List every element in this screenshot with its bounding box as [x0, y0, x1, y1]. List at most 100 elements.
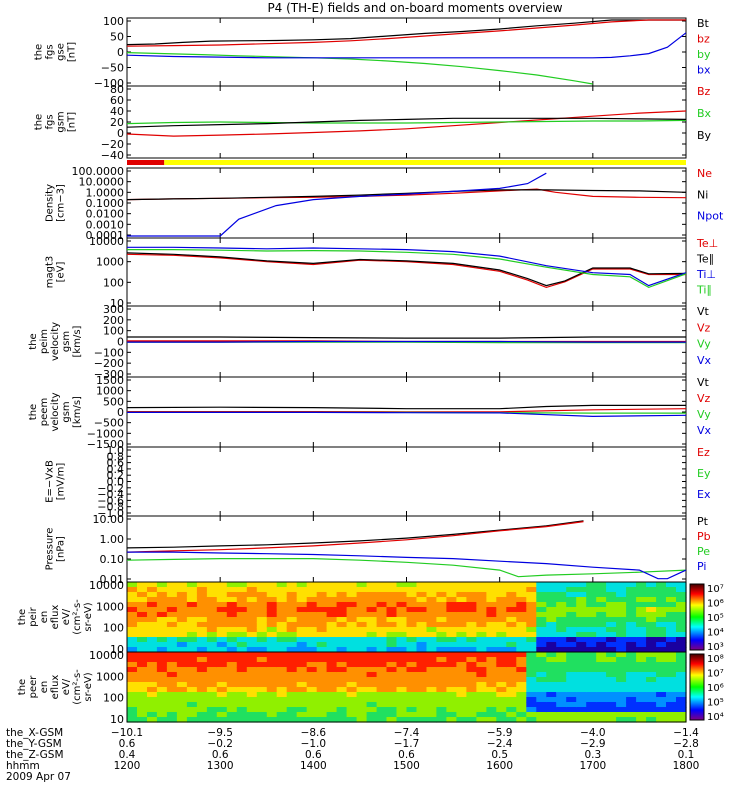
- spectrogram-cell: [266, 712, 278, 718]
- spectrogram-cell: [186, 712, 198, 718]
- spectrogram-cell: [576, 602, 587, 608]
- spectrogram-cell: [147, 592, 158, 598]
- spectrogram-cell: [356, 707, 368, 713]
- spectrogram-cell: [226, 622, 238, 628]
- spectrogram-cell: [676, 662, 687, 668]
- spectrogram-cell: [336, 587, 348, 593]
- spectrogram-cell: [416, 582, 428, 588]
- spectrogram-cell: [356, 662, 368, 668]
- spectrogram-cell: [586, 697, 597, 703]
- spectrogram-cell: [436, 617, 447, 623]
- spectrogram-cell: [406, 647, 418, 653]
- y-tick-label: 0: [117, 46, 124, 59]
- spectrogram-cell: [576, 682, 587, 688]
- spectrogram-cell: [626, 677, 637, 683]
- spectrogram-cell: [586, 717, 597, 723]
- spectrogram-cell: [436, 642, 447, 648]
- spectrogram-cell: [616, 667, 627, 673]
- spectrogram-cell: [606, 617, 617, 623]
- spectrogram-cell: [206, 687, 218, 693]
- spectrogram-cell: [246, 602, 258, 608]
- spectrogram-cell: [306, 627, 318, 633]
- spectrogram-cell: [486, 672, 497, 678]
- spectrogram-cell: [276, 647, 288, 653]
- spectrogram-cell: [316, 622, 328, 628]
- spectrogram-cell: [516, 592, 527, 598]
- spectrogram-cell: [356, 687, 368, 693]
- y-tick-label: −1500: [87, 438, 124, 451]
- spectrogram-cell: [616, 597, 627, 603]
- y-axis-label: peim: [39, 329, 50, 354]
- spectrogram-cell: [166, 652, 178, 658]
- spectrogram-cell: [496, 632, 507, 638]
- spectrogram-cell: [316, 682, 328, 688]
- spectrogram-cell: [596, 622, 607, 628]
- spectrogram-cell: [636, 602, 647, 608]
- spectrogram-cell: [536, 662, 547, 668]
- spectrogram-cell: [346, 702, 358, 708]
- spectrogram-cell: [526, 647, 537, 653]
- colorbar-tick-label: 10⁴: [707, 712, 724, 723]
- spectrogram-cell: [226, 582, 238, 588]
- spectrogram-cell: [246, 607, 258, 613]
- spectrogram-cell: [436, 602, 447, 608]
- spectrogram-cell: [176, 682, 188, 688]
- spectrogram-cell: [316, 702, 328, 708]
- spectrogram-cell: [456, 717, 467, 723]
- spectrogram-cell: [376, 627, 388, 633]
- spectrogram-cell: [346, 612, 358, 618]
- spectrogram-cell: [286, 652, 298, 658]
- spectrogram-cell: [336, 652, 348, 658]
- spectrogram-cell: [296, 622, 308, 628]
- spectrogram-cell: [246, 642, 258, 648]
- x-row-label: the_Z-GSM: [6, 749, 64, 761]
- spectrogram-cell: [416, 652, 428, 658]
- spectrogram-cell: [626, 627, 637, 633]
- spectrogram-cell: [646, 677, 657, 683]
- spectrogram-cell: [196, 592, 208, 598]
- spectrogram-cell: [676, 617, 687, 623]
- spectrogram-cell: [496, 707, 507, 713]
- spectrogram-cell: [666, 642, 677, 648]
- spectrogram-cell: [316, 587, 328, 593]
- y-tick-label: 0: [117, 406, 124, 419]
- spectrogram-cell: [246, 632, 258, 638]
- spectrogram-cell: [256, 652, 268, 658]
- spectrogram-cell: [476, 682, 487, 688]
- spectrogram-cell: [496, 587, 507, 593]
- spectrogram-cell: [376, 717, 388, 723]
- spectrogram-cell: [346, 677, 358, 683]
- spectrogram-cell: [276, 587, 288, 593]
- spectrogram-cell: [326, 677, 338, 683]
- y-tick-label: −200: [94, 357, 124, 370]
- spectrogram-cell: [176, 687, 188, 693]
- spectrogram-cell: [376, 612, 388, 618]
- y-tick-label: −100: [94, 77, 124, 90]
- spectrogram-cell: [186, 717, 198, 723]
- spectrogram-cell: [436, 702, 447, 708]
- y-axis-label: gsm: [61, 331, 72, 352]
- colorbar-tick-label: 10³: [707, 642, 724, 653]
- spectrogram-cell: [636, 677, 647, 683]
- spectrogram-cell: [286, 662, 298, 668]
- spectrogram-cell: [326, 707, 338, 713]
- spectrogram-cell: [486, 652, 497, 658]
- spectrogram-cell: [606, 597, 617, 603]
- spectrogram-cell: [466, 602, 477, 608]
- spectrogram-cell: [446, 672, 457, 678]
- spectrogram-cell: [316, 582, 328, 588]
- spectrogram-cell: [576, 677, 587, 683]
- spectrogram-cell: [286, 582, 298, 588]
- spectrogram-cell: [306, 582, 318, 588]
- spectrogram-cell: [396, 647, 408, 653]
- spectrogram-cell: [326, 692, 338, 698]
- spectrogram-cell: [376, 702, 388, 708]
- spectrogram-cell: [366, 662, 378, 668]
- spectrogram-cell: [326, 712, 338, 718]
- spectrogram-cell: [216, 612, 228, 618]
- spectrogram-cell: [147, 622, 158, 628]
- spectrogram-cell: [466, 712, 477, 718]
- spectrogram-cell: [186, 667, 198, 673]
- legend-Pt: Pt: [697, 515, 709, 528]
